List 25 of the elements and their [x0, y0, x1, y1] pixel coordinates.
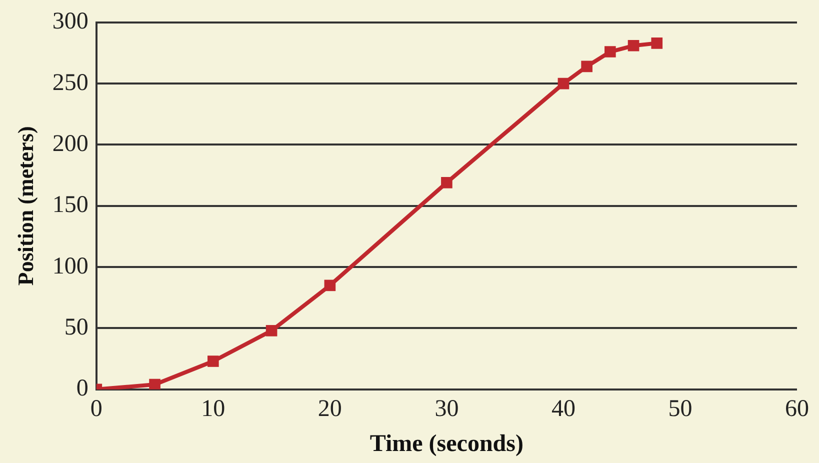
y-tick-label: 250 [52, 70, 88, 96]
y-tick-label: 150 [52, 192, 88, 218]
y-tick-label: 50 [64, 314, 88, 341]
point [324, 280, 336, 292]
y-tick-label: 200 [52, 131, 88, 158]
y-tick-label: 300 [52, 8, 88, 35]
x-axis-title: Time (seconds) [370, 430, 524, 457]
y-tick-label: 0 [76, 376, 88, 402]
point [604, 46, 616, 58]
point [651, 38, 663, 49]
point [628, 40, 640, 52]
point [441, 177, 452, 188]
point [266, 325, 278, 336]
x-tick-label: 40 [551, 396, 576, 422]
point [149, 378, 160, 390]
x-tick-label: 30 [434, 396, 459, 422]
x-tick-label: 10 [201, 396, 226, 422]
point [558, 78, 570, 90]
point [208, 356, 219, 367]
x-tick-label: 20 [318, 396, 342, 422]
y-axis-title: Position (meters) [12, 126, 38, 286]
y-tick-label: 100 [52, 253, 88, 280]
x-tick-label: 60 [785, 396, 809, 422]
point [581, 60, 592, 72]
x-tick-label: 50 [668, 396, 692, 422]
